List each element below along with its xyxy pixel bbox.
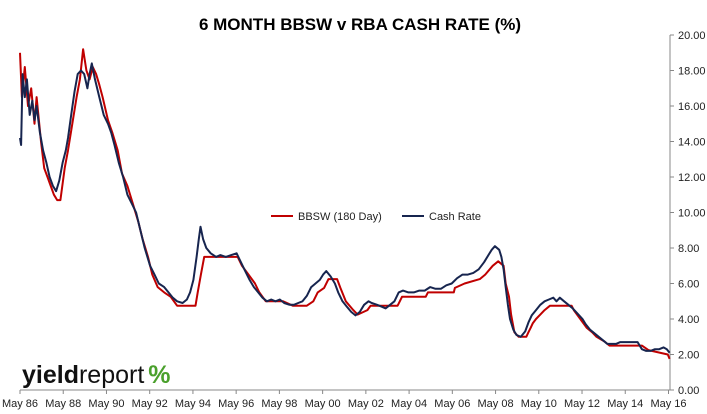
y-tick-label: 20.00 [678,30,706,42]
x-tick-label: May 16 [650,398,686,410]
x-tick-label: May 08 [478,398,514,410]
x-tick-label: May 10 [521,398,557,410]
series-layer [19,48,671,360]
x-tick-label: May 96 [218,398,254,410]
x-tick-label: May 12 [564,398,600,410]
x-tick-label: May 94 [175,398,211,410]
y-axis: 0.00 2.00 4.00 6.00 8.00 10.00 12.00 14.00 16.00… [669,30,706,397]
logo-percent-icon: % [148,361,170,389]
x-tick-label: May 06 [434,398,470,410]
x-tick-label: May 02 [348,398,384,410]
logo-text-yield: yield [22,361,79,389]
x-tick-label: May 86 [2,398,38,410]
y-tick-label: 14.00 [678,137,706,149]
x-tick-label: May 00 [305,398,341,410]
logo-text-report: report [79,361,144,389]
y-tick-label: 2.00 [678,350,699,362]
x-tick-label: May 98 [261,398,297,410]
x-tick-label: May 04 [391,398,427,410]
y-tick-label: 10.00 [678,208,706,220]
y-tick-label: 18.00 [678,66,706,78]
legend: BBSW (180 Day) Cash Rate [271,211,481,223]
legend-label-cash-rate: Cash Rate [429,211,481,223]
x-tick-label: May 14 [607,398,643,410]
y-tick-label: 6.00 [678,279,699,291]
x-tick-label: May 88 [45,398,81,410]
y-tick-label: 12.00 [678,172,706,184]
series-line-cash-rate [19,62,671,354]
legend-label-bbsw: BBSW (180 Day) [298,211,382,223]
series-line-bbsw [19,48,671,360]
y-tick-label: 0.00 [678,385,699,397]
y-tick-label: 16.00 [678,101,706,113]
x-axis: May 86 May 88 May 90 May 92 May 94 May 96 May … [2,389,687,410]
y-tick-label: 8.00 [678,243,699,255]
x-tick-label: May 90 [88,398,124,410]
x-tick-label: May 92 [132,398,168,410]
svg-text:yieldreport%: yieldreport% [22,361,171,389]
y-tick-label: 4.00 [678,314,699,326]
chart-title: 6 MONTH BBSW v RBA CASH RATE (%) [199,15,521,34]
yieldreport-logo: yieldreport% [22,361,171,389]
